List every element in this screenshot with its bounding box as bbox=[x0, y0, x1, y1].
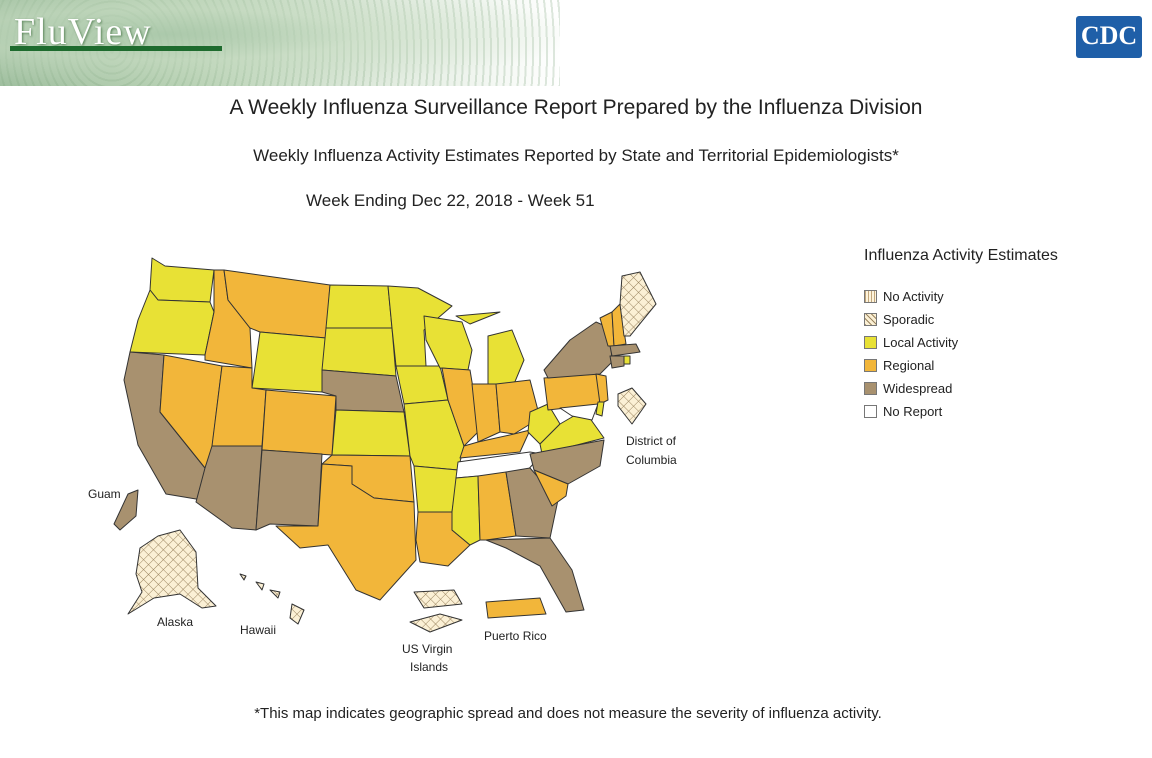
legend-label: Sporadic bbox=[883, 311, 935, 327]
state-alaska bbox=[127, 529, 217, 615]
state-hawaii bbox=[239, 573, 305, 625]
state-colorado bbox=[261, 389, 337, 456]
legend-item: Sporadic bbox=[864, 311, 934, 327]
legend-item: Regional bbox=[864, 357, 934, 373]
state-kansas bbox=[331, 409, 411, 457]
state-iowa bbox=[395, 365, 449, 405]
legend-item: No Report bbox=[864, 403, 942, 419]
label-dc: District of bbox=[626, 434, 677, 448]
state-massachusetts bbox=[609, 343, 641, 357]
state-florida bbox=[485, 537, 585, 613]
legend-label: No Activity bbox=[883, 288, 944, 304]
state-alabama bbox=[477, 471, 517, 541]
state-new-hampshire bbox=[611, 303, 627, 347]
dc-inset bbox=[617, 387, 647, 425]
report-title: A Weekly Influenza Surveillance Report P… bbox=[229, 96, 923, 119]
state-michigan bbox=[455, 311, 525, 385]
state-maryland bbox=[559, 403, 599, 421]
state-minnesota bbox=[387, 285, 453, 367]
legend-swatch bbox=[864, 358, 877, 372]
legend-item: Local Activity bbox=[864, 334, 958, 350]
label-puerto-rico: Puerto Rico bbox=[484, 629, 547, 643]
cdc-logo-text: CDC bbox=[1080, 21, 1138, 50]
state-north-carolina bbox=[529, 439, 605, 485]
label-alaska: Alaska bbox=[157, 615, 193, 629]
report-subtitle: Weekly Influenza Activity Estimates Repo… bbox=[253, 146, 899, 165]
legend-swatch bbox=[864, 289, 877, 303]
legend-label: Widespread bbox=[883, 380, 953, 396]
state-illinois bbox=[441, 367, 481, 447]
legend-label: Local Activity bbox=[883, 334, 959, 350]
legend-title: Influenza Activity Estimates bbox=[864, 247, 1058, 264]
state-rhode-island bbox=[623, 355, 631, 365]
state-new-york bbox=[543, 321, 613, 379]
state-connecticut bbox=[609, 355, 625, 369]
state-maine bbox=[619, 271, 657, 337]
state-new-jersey bbox=[595, 373, 609, 405]
state-south-dakota bbox=[321, 327, 397, 377]
legend-swatch bbox=[864, 335, 877, 349]
label-usvi: US Virgin bbox=[402, 642, 452, 656]
brand-underline bbox=[10, 46, 222, 51]
legend-swatch bbox=[864, 404, 877, 418]
legend-label: No Report bbox=[883, 403, 943, 419]
state-new-mexico bbox=[255, 449, 323, 531]
legend-item: No Activity bbox=[864, 288, 944, 304]
week-label: Week Ending Dec 22, 2018 - Week 51 bbox=[306, 191, 595, 210]
label-hawaii: Hawaii bbox=[240, 623, 276, 637]
territory-usvi bbox=[409, 589, 463, 633]
legend-item: Widespread bbox=[864, 380, 952, 396]
territory-guam bbox=[113, 489, 139, 531]
fluview-banner bbox=[0, 0, 560, 86]
label-dc-2: Columbia bbox=[626, 453, 677, 467]
map-labels: District of Columbia Guam Alaska Hawaii … bbox=[88, 434, 677, 674]
state-south-carolina bbox=[533, 469, 569, 507]
legend-swatch bbox=[864, 381, 877, 395]
state-wyoming bbox=[251, 331, 327, 393]
label-usvi-2: Islands bbox=[410, 660, 448, 674]
label-guam: Guam bbox=[88, 487, 121, 501]
territory-puerto-rico bbox=[485, 597, 547, 619]
legend-swatch bbox=[864, 312, 877, 326]
cdc-logo[interactable]: CDC bbox=[1076, 16, 1142, 58]
state-texas bbox=[275, 463, 417, 601]
state-north-dakota bbox=[325, 284, 393, 329]
footnote: *This map indicates geographic spread an… bbox=[254, 705, 882, 722]
state-washington bbox=[149, 257, 215, 303]
state-delaware bbox=[595, 401, 605, 417]
state-wisconsin bbox=[423, 315, 473, 371]
legend-label: Regional bbox=[883, 357, 935, 373]
state-arkansas bbox=[413, 465, 459, 513]
